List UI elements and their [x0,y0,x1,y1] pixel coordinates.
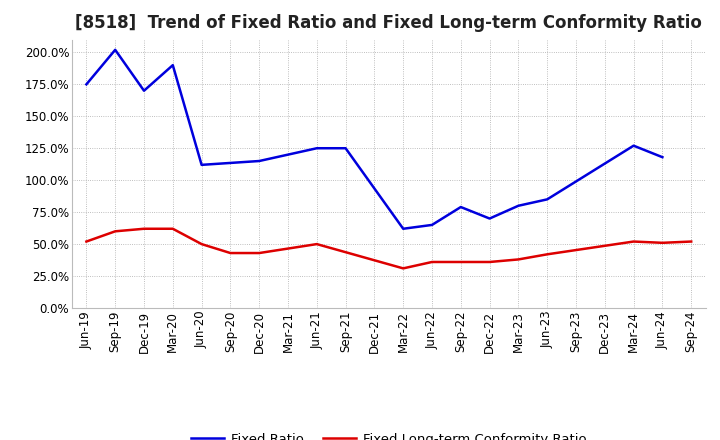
Fixed Ratio [255,158,264,164]
Fixed Long-term Conformity Ratio [197,242,206,247]
Fixed Long-term Conformity Ratio [485,259,494,264]
Fixed Ratio [485,216,494,221]
Fixed Long-term Conformity Ratio [111,229,120,234]
Fixed Ratio [82,82,91,87]
Fixed Ratio [197,162,206,168]
Fixed Long-term Conformity Ratio [82,239,91,244]
Fixed Long-term Conformity Ratio [456,259,465,264]
Fixed Ratio [658,154,667,160]
Fixed Ratio [629,143,638,148]
Fixed Long-term Conformity Ratio [543,252,552,257]
Fixed Long-term Conformity Ratio [140,226,148,231]
Fixed Long-term Conformity Ratio [658,240,667,246]
Fixed Long-term Conformity Ratio [255,250,264,256]
Fixed Long-term Conformity Ratio [168,226,177,231]
Fixed Long-term Conformity Ratio [428,259,436,264]
Fixed Ratio [168,62,177,68]
Line: Fixed Ratio: Fixed Ratio [86,50,662,229]
Fixed Ratio [543,197,552,202]
Fixed Long-term Conformity Ratio [687,239,696,244]
Fixed Long-term Conformity Ratio [629,239,638,244]
Fixed Ratio [111,47,120,52]
Fixed Ratio [341,146,350,151]
Fixed Ratio [312,146,321,151]
Fixed Ratio [456,205,465,210]
Fixed Ratio [514,203,523,209]
Fixed Long-term Conformity Ratio [226,250,235,256]
Fixed Long-term Conformity Ratio [312,242,321,247]
Fixed Ratio [399,226,408,231]
Fixed Long-term Conformity Ratio [399,266,408,271]
Fixed Long-term Conformity Ratio [514,257,523,262]
Line: Fixed Long-term Conformity Ratio: Fixed Long-term Conformity Ratio [86,229,691,268]
Fixed Ratio [428,222,436,227]
Title: [8518]  Trend of Fixed Ratio and Fixed Long-term Conformity Ratio: [8518] Trend of Fixed Ratio and Fixed Lo… [76,15,702,33]
Legend: Fixed Ratio, Fixed Long-term Conformity Ratio: Fixed Ratio, Fixed Long-term Conformity … [186,427,592,440]
Fixed Ratio [140,88,148,93]
